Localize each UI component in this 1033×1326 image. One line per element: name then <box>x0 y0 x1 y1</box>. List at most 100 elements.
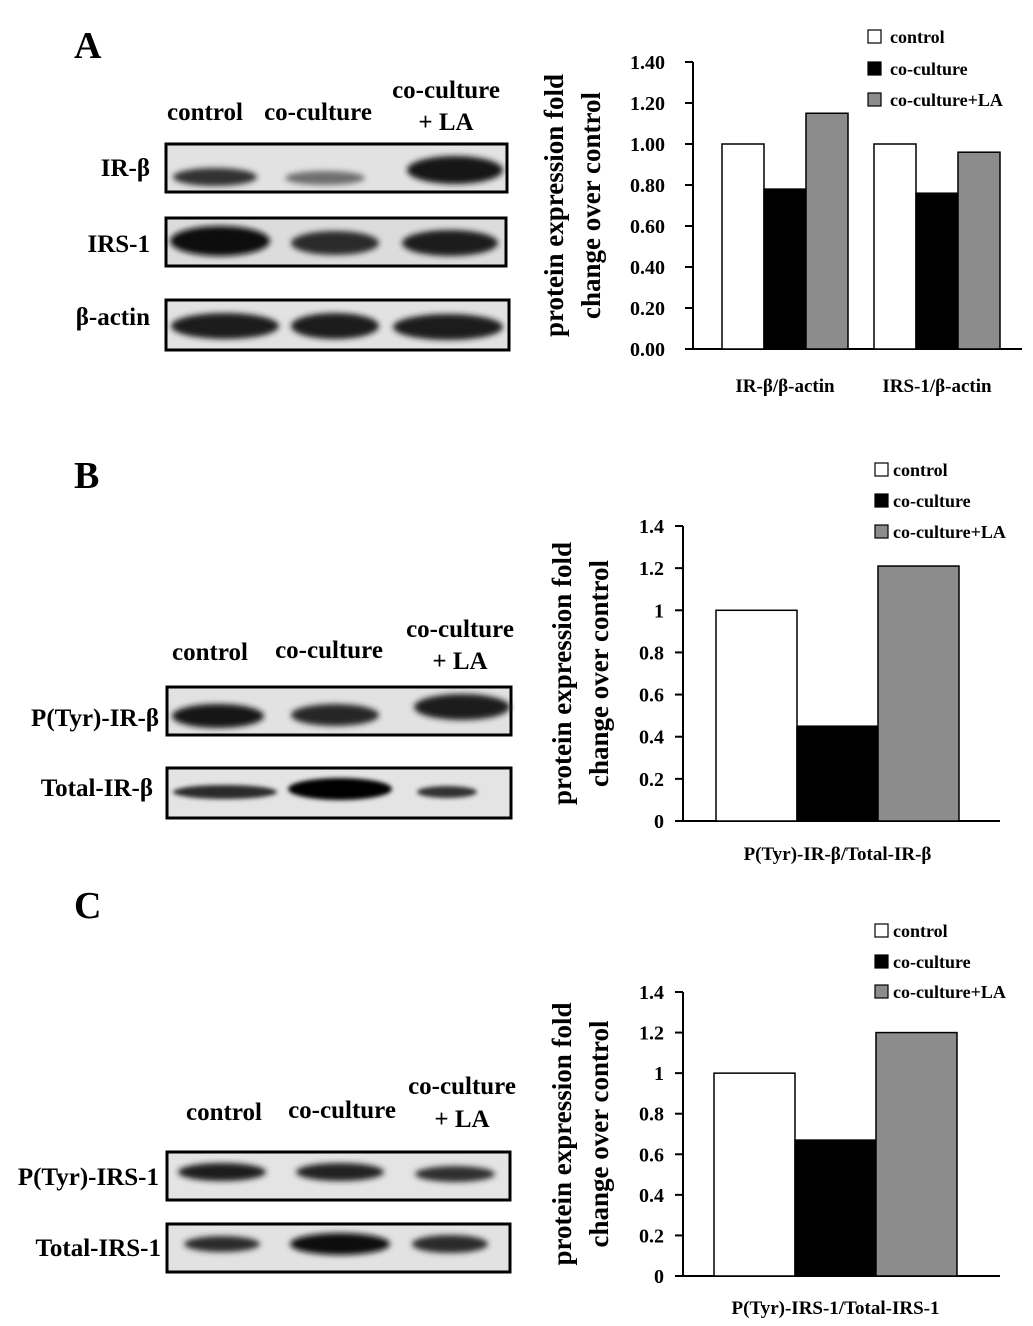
bar-control <box>713 1072 796 1277</box>
y-tick-label: 1.2 <box>639 1023 664 1045</box>
row-label: P(Tyr)-IR-β <box>31 705 159 732</box>
y-tick-label: 1.40 <box>630 52 665 74</box>
y-tick-label: 0.4 <box>639 1185 664 1207</box>
legend-label: control <box>893 460 948 480</box>
lane-label-co-culture-la-line2: + LA <box>432 648 487 675</box>
legend-swatch <box>867 92 882 107</box>
y-tick-label: 1.2 <box>639 558 664 580</box>
y-tick-label: 0.60 <box>630 216 665 238</box>
blot-c: control co-culture co-culture + LA P(Tyr… <box>18 1073 516 1274</box>
lane-label-co-culture-la-line1: co-culture <box>392 77 500 104</box>
legend-label: co-culture+LA <box>893 522 1006 542</box>
blot-strip <box>164 298 511 352</box>
legend-label: co-culture+LA <box>890 90 1003 110</box>
legend-swatch <box>874 493 889 508</box>
row-label: Total-IR-β <box>41 775 153 802</box>
legend-label: co-culture <box>890 59 968 79</box>
y-tick-label: 1 <box>654 600 664 622</box>
x-category-label: P(Tyr)-IRS-1/Total-IRS-1 <box>732 1298 940 1319</box>
legend-swatch <box>874 524 889 539</box>
lane-label-control: control <box>172 639 248 666</box>
row-label: Total-IRS-1 <box>36 1235 162 1262</box>
legend-swatch <box>867 29 882 44</box>
bar-control <box>715 609 798 822</box>
blot-strip <box>165 766 513 820</box>
lane-label-co-culture-la-line2: + LA <box>434 1106 489 1133</box>
bar-co-culture <box>794 1139 877 1277</box>
bar-co-culture-la <box>875 1031 958 1277</box>
legend-swatch <box>867 61 882 76</box>
y-tick-label: 0.6 <box>639 1144 664 1166</box>
y-tick-label: 0.6 <box>639 685 664 707</box>
y-tick-label: 0.20 <box>630 298 665 320</box>
y-axis-title: change over control <box>584 560 614 787</box>
legend-label: co-culture <box>893 491 971 511</box>
row-label: IR-β <box>101 155 150 182</box>
y-axis-title: protein expression fold <box>547 542 577 805</box>
legend-swatch <box>874 984 889 999</box>
blot-a: control co-culture co-culture + LA IR-β … <box>76 77 511 352</box>
legend-swatch <box>874 923 889 938</box>
bar-chart: 0 0.2 0.4 0.6 0.8 1 1.2 1.4 protein expression f… <box>547 460 1006 865</box>
blot-strip <box>165 1150 512 1202</box>
row-label: P(Tyr)-IRS-1 <box>18 1164 159 1191</box>
bar-co-culture-la <box>805 112 849 350</box>
panel-letter-c: C <box>74 885 101 927</box>
blot-strip <box>165 685 513 737</box>
y-tick-label: 0.4 <box>639 727 664 749</box>
bar-control <box>721 143 765 350</box>
lane-label-co-culture: co-culture <box>264 99 372 126</box>
legend-label: co-culture+LA <box>893 982 1006 1002</box>
bar-co-culture <box>796 725 879 822</box>
legend-swatch <box>874 954 889 969</box>
y-tick-label: 1.4 <box>639 516 664 538</box>
x-category-label: IR-β/β-actin <box>735 376 835 397</box>
bar-chart: 0.00 0.20 0.40 0.60 0.80 1.00 1.20 1.40 protein … <box>539 27 1022 397</box>
legend-label: control <box>893 921 948 941</box>
y-tick-label: 0.00 <box>630 339 665 361</box>
legend-swatch <box>874 462 889 477</box>
lane-label-co-culture-la-line1: co-culture <box>406 616 514 643</box>
x-category-label: P(Tyr)-IR-β/Total-IR-β <box>744 844 932 865</box>
lane-label-control: control <box>167 99 243 126</box>
y-axis-title: change over control <box>576 92 606 319</box>
legend-label: control <box>890 27 945 47</box>
row-label: β-actin <box>76 304 150 331</box>
row-label: IRS-1 <box>87 231 150 258</box>
y-tick-label: 0.40 <box>630 257 665 279</box>
y-tick-label: 0.8 <box>639 1104 664 1126</box>
y-tick-label: 1.4 <box>639 982 664 1004</box>
blot-strip <box>164 142 509 194</box>
bar-co-culture <box>915 192 959 350</box>
panel-letter-a: A <box>74 25 102 67</box>
blot-b: control co-culture co-culture + LA P(Tyr… <box>31 616 514 820</box>
lane-label-co-culture-la-line2: + LA <box>418 109 473 136</box>
y-axis-title: protein expression fold <box>539 74 569 337</box>
y-tick-label: 0.80 <box>630 175 665 197</box>
bar-co-culture-la <box>957 151 1001 350</box>
bar-co-culture <box>763 188 807 350</box>
panel-letter-b: B <box>74 455 99 497</box>
y-axis-title: change over control <box>584 1020 614 1247</box>
lane-label-co-culture: co-culture <box>275 637 383 664</box>
y-tick-label: 0.2 <box>639 1225 664 1247</box>
y-tick-label: 0.8 <box>639 642 664 664</box>
lane-label-control: control <box>186 1099 262 1126</box>
y-tick-label: 0 <box>654 811 664 833</box>
y-tick-label: 1.00 <box>630 134 665 156</box>
y-tick-label: 0.2 <box>639 769 664 791</box>
legend-label: co-culture <box>893 952 971 972</box>
lane-label-co-culture-la-line1: co-culture <box>408 1073 516 1100</box>
bar-control <box>873 143 917 350</box>
lane-label-co-culture: co-culture <box>288 1097 396 1124</box>
blot-strip <box>164 216 508 268</box>
blot-strip <box>165 1222 512 1274</box>
bar-chart: 0 0.2 0.4 0.6 0.8 1 1.2 1.4 protein expression f… <box>547 921 1006 1319</box>
y-tick-label: 1.20 <box>630 93 665 115</box>
y-tick-label: 1 <box>654 1063 664 1085</box>
y-axis-title: protein expression fold <box>547 1002 577 1265</box>
bar-co-culture-la <box>877 565 960 822</box>
x-category-label: IRS-1/β-actin <box>882 376 992 397</box>
y-tick-label: 0 <box>654 1266 664 1288</box>
